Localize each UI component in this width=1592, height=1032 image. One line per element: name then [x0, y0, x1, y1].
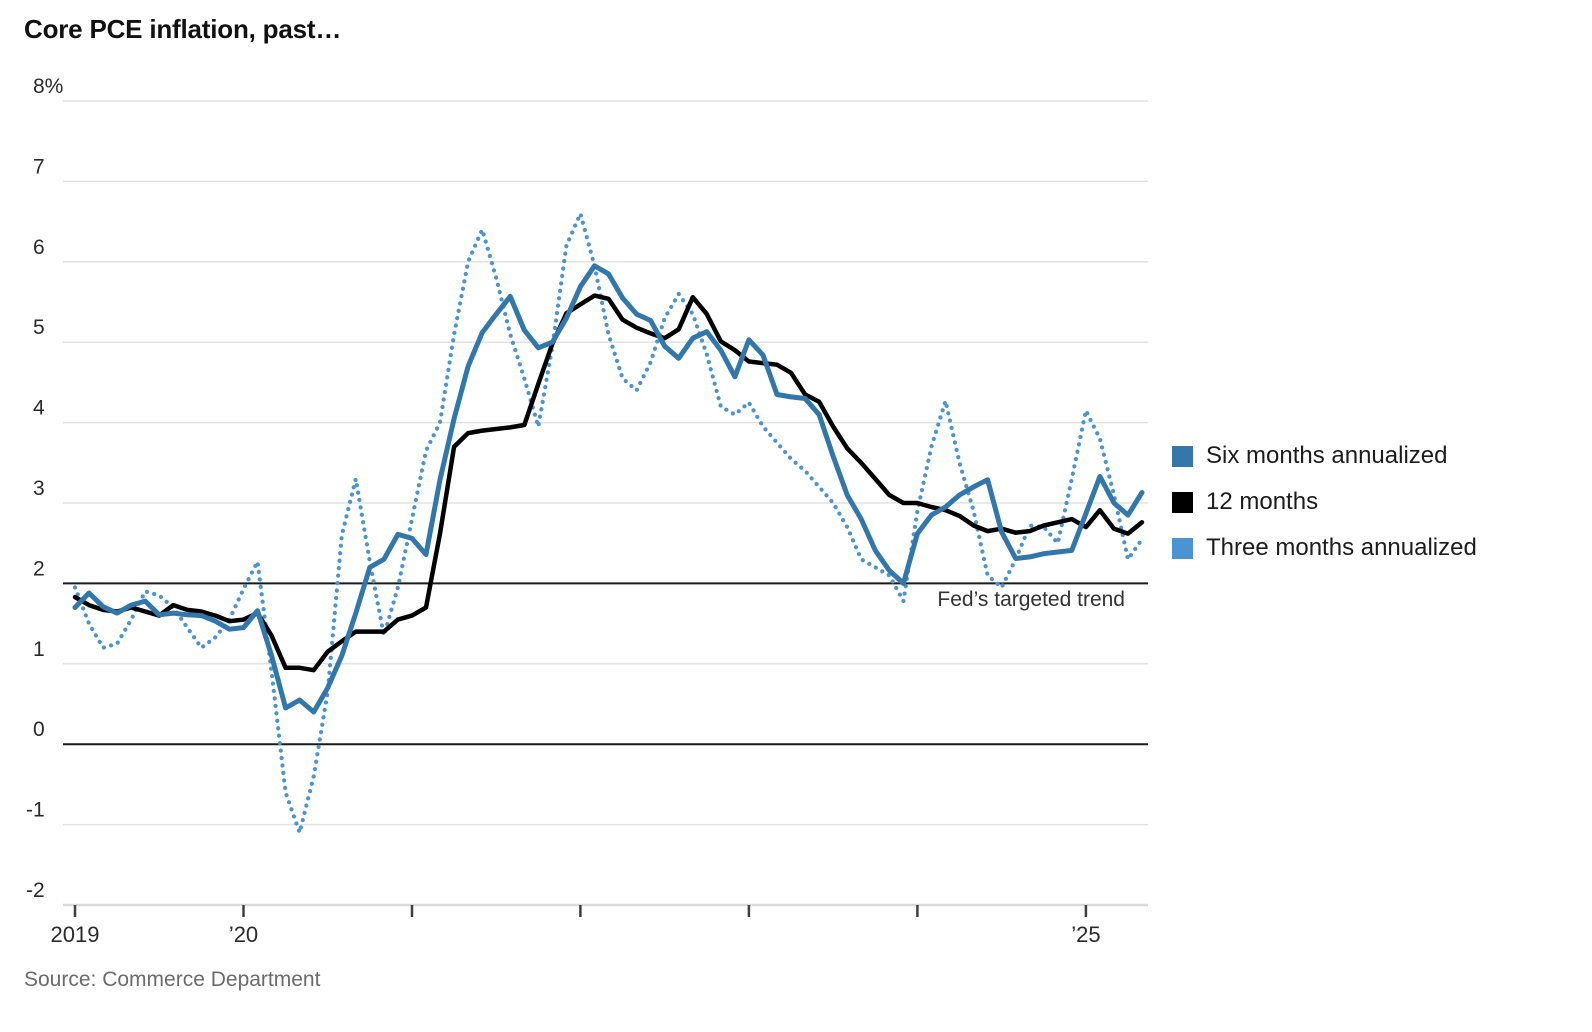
legend-item-three-months: Three months annualized	[1172, 525, 1477, 571]
y-tick-label: 8%	[33, 75, 63, 98]
source-note: Source: Commerce Department	[24, 968, 321, 991]
legend-label: 12 months	[1206, 488, 1319, 515]
x-tick-label: ’25	[1071, 922, 1100, 947]
fed-target-annotation: Fed’s targeted trend	[937, 588, 1125, 611]
legend-item-six-months: Six months annualized	[1172, 433, 1477, 479]
y-tick-label: -1	[26, 799, 45, 822]
x-tick-label: ’20	[229, 922, 258, 947]
page-title: Core PCE inflation, past…	[24, 14, 342, 44]
three-months-swatch-icon	[1172, 537, 1193, 559]
legend-label: Six months annualized	[1206, 442, 1448, 469]
y-tick-label: 6	[33, 236, 45, 259]
six-months-swatch-icon	[1172, 445, 1193, 467]
series-three-months-annualized	[72, 211, 1145, 835]
y-tick-label: 1	[33, 638, 45, 661]
y-tick-label: 5	[33, 316, 45, 339]
y-tick-label: 7	[33, 155, 45, 178]
y-tick-label: 0	[33, 718, 45, 741]
y-tick-label: 3	[33, 477, 45, 500]
twelve-months-swatch-icon	[1172, 491, 1193, 513]
y-tick-label: -2	[26, 879, 45, 902]
series-six-months-annualized	[72, 263, 1145, 715]
x-tick-label: 2019	[51, 922, 100, 947]
legend-item-12-months: 12 months	[1172, 479, 1477, 525]
chart-legend: Six months annualized 12 months Three mo…	[1172, 433, 1477, 571]
y-tick-label: 2	[33, 557, 45, 580]
y-tick-label: 4	[33, 397, 45, 420]
legend-label: Three months annualized	[1206, 534, 1477, 561]
